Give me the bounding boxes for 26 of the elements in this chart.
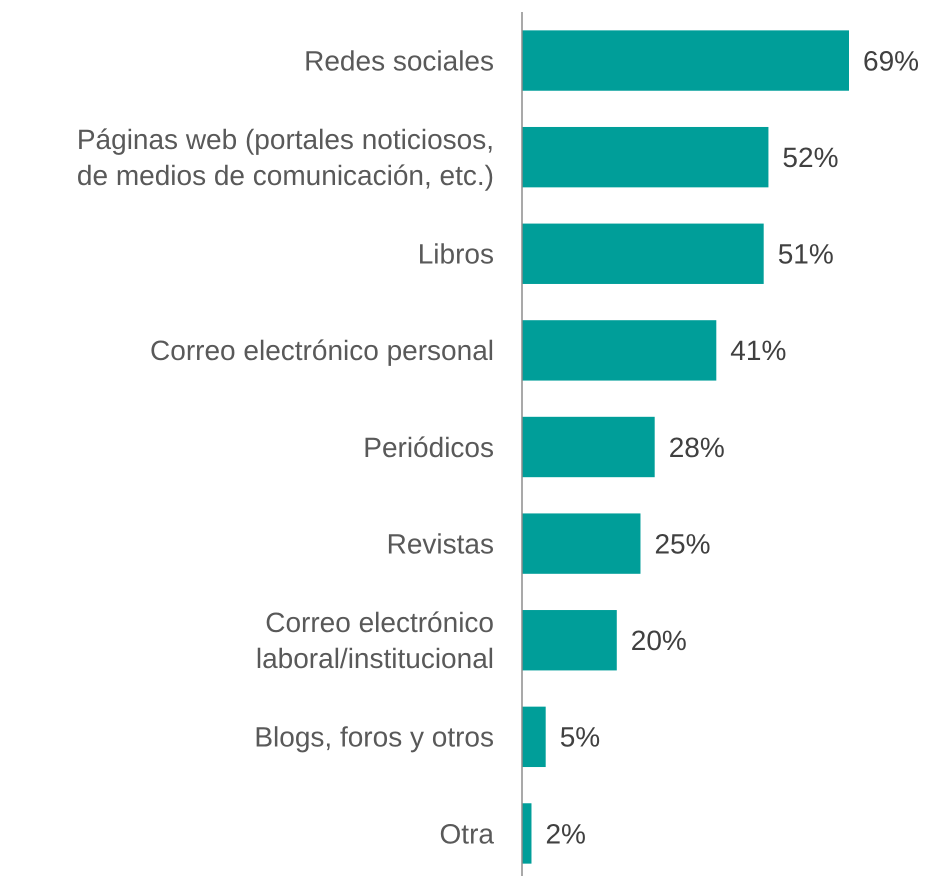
data-label: 41% xyxy=(730,335,786,366)
y-tick-label: Páginas web (portales noticiosos, de medios de comunicación, etc.) xyxy=(76,124,494,191)
y-tick-label: Periódicos xyxy=(363,432,494,463)
y-tick-label: Libros xyxy=(418,238,494,270)
bar xyxy=(522,126,768,188)
y-tick-label: Revistas xyxy=(386,528,494,560)
y-tick-label: Redes sociales xyxy=(304,45,494,76)
data-label: 52% xyxy=(782,142,838,173)
data-label: 5% xyxy=(560,722,600,753)
bar xyxy=(522,610,617,670)
data-label: 2% xyxy=(545,818,586,850)
y-tick-label: Correo electrónico laboral/institucional xyxy=(256,607,494,674)
data-label: 51% xyxy=(778,238,834,270)
bar xyxy=(522,30,849,91)
y-tick-label: Blogs, foros y otros xyxy=(254,722,494,753)
data-label: 20% xyxy=(630,625,687,656)
data-label: 28% xyxy=(668,432,725,463)
bar xyxy=(522,706,546,768)
bar xyxy=(522,416,655,478)
bar xyxy=(522,224,764,284)
y-tick-label: Correo electrónico personal xyxy=(150,335,494,366)
bar xyxy=(522,513,640,574)
data-label: 25% xyxy=(654,528,711,560)
bar xyxy=(522,320,716,381)
data-label: 69% xyxy=(863,45,920,76)
y-tick-label: Otra xyxy=(440,818,494,850)
